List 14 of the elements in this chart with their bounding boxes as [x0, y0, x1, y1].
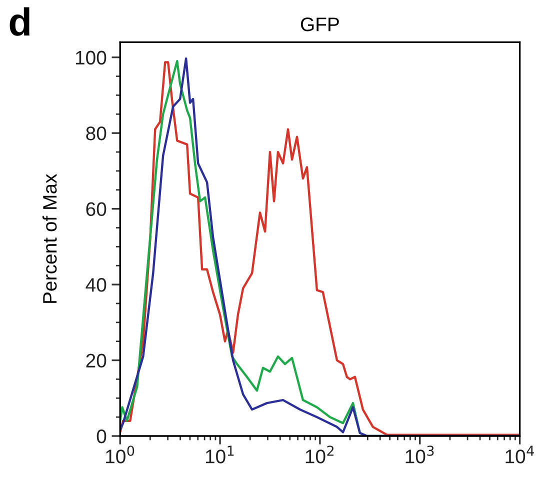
x-tick-label: 10$^{0}$ — [106, 446, 134, 464]
y-tick-label: 100 — [76, 50, 106, 65]
y-tick-label: 20 — [86, 354, 106, 368]
x-tick-label: 10$^{3}$ — [406, 446, 434, 464]
x-tick-label: 10$^{1}$ — [206, 446, 234, 464]
y-tick-label: 60 — [86, 202, 106, 216]
x-tick-label: 10$^{4}$ — [506, 446, 534, 464]
y-tick-label: 80 — [86, 126, 106, 140]
chart-title: GFP — [300, 18, 339, 32]
y-tick-label: 0 — [96, 429, 106, 444]
text: d — [10, 7, 30, 36]
x-tick-label: 10$^{2}$ — [306, 446, 334, 464]
y-tick-label: 40 — [86, 278, 106, 292]
y-axis-title: Percent of Max — [42, 174, 57, 303]
